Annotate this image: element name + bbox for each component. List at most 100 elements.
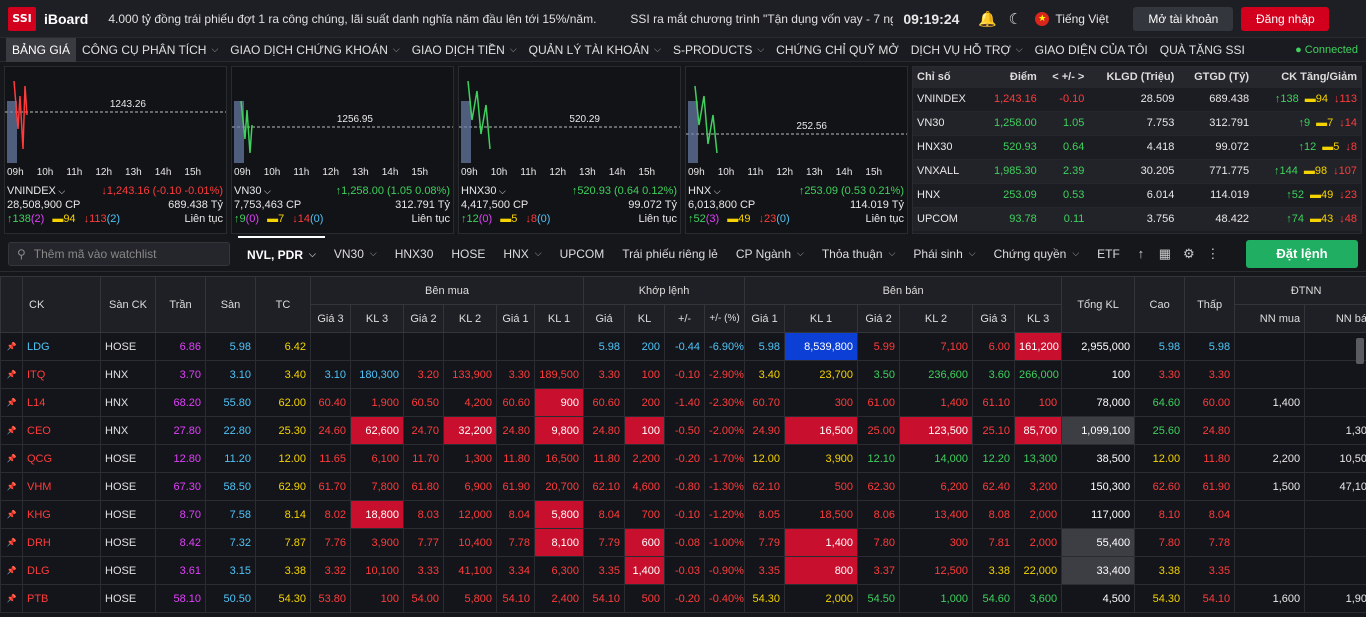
menu-quan-ly-tai-khoan[interactable]: QUẢN LÝ TÀI KHOẢN ⌵	[523, 38, 667, 62]
col-sv3[interactable]: KL 3	[1014, 304, 1063, 333]
news-item[interactable]: SSI ra mắt chương trình "Tận dụng vốn va…	[630, 11, 894, 26]
open-account-button[interactable]: Mở tài khoản	[1133, 6, 1234, 31]
pin-icon[interactable]: 📌	[0, 500, 23, 529]
tab-hose[interactable]: HOSE	[442, 236, 494, 272]
gear-icon[interactable]: ⚙	[1183, 245, 1195, 261]
board-row[interactable]: 📌 VHM HOSE 67.30 58.50 62.90 61.70 7,800 61.80 6,…	[0, 472, 1366, 501]
news-item[interactable]: 4.000 tỷ đồng trái phiếu đợt 1 ra công c…	[108, 11, 597, 26]
index-row[interactable]: HNX30 520.93 0.64 4.418 99.072 ↑12 ▬5 ↓8	[913, 134, 1361, 159]
col-ref[interactable]: TC	[255, 276, 311, 333]
col-exchange[interactable]: Sàn CK	[100, 276, 156, 333]
moon-icon[interactable]: ☾	[1008, 10, 1023, 28]
news-ticker[interactable]: 4.000 tỷ đồng trái phiếu đợt 1 ra công c…	[108, 12, 893, 26]
cell-ck[interactable]: DRH	[22, 528, 101, 557]
col-sp1[interactable]: Giá 1	[744, 304, 786, 333]
cell-ck[interactable]: LDG	[22, 332, 101, 361]
menu-cong-cu-phan-tich[interactable]: CÔNG CỤ PHÂN TÍCH ⌵	[76, 38, 224, 62]
board-row[interactable]: 📌 LDG HOSE 6.86 5.98 6.42 5.98 200 -0.44 -6.90% 5.…	[0, 332, 1366, 361]
tab-tr-i-phi-u-ri-ng-l-[interactable]: Trái phiếu riêng lẻ	[613, 236, 727, 272]
excel-export-icon[interactable]: ▦	[1158, 245, 1171, 261]
cell-ck[interactable]: ITQ	[22, 360, 101, 389]
board-row[interactable]: 📌 DLG HOSE 3.61 3.15 3.38 3.32 10,100 3.33 41,100…	[0, 556, 1366, 585]
menu-dich-vu-ho-tro[interactable]: DỊCH VỤ HỖ TRỢ ⌵	[905, 38, 1029, 62]
place-order-button[interactable]: Đặt lệnh	[1246, 239, 1358, 268]
board-row[interactable]: 📌 PTB HOSE 58.10 50.50 54.30 53.80 100 54.00 5,80…	[0, 584, 1366, 613]
index-name-dropdown[interactable]: HNX ⌵	[688, 185, 721, 197]
col-nn-sell[interactable]: NN bán	[1304, 304, 1366, 333]
col-bp2[interactable]: Giá 2	[403, 304, 444, 333]
pin-icon[interactable]: 📌	[0, 584, 23, 613]
tab-upcom[interactable]: UPCOM	[551, 236, 614, 272]
col-bv1[interactable]: KL 1	[533, 304, 585, 333]
cell-ck[interactable]: CEO	[22, 416, 101, 445]
board-row[interactable]: 📌 QCG HOSE 12.80 11.20 12.00 11.65 6,100 11.70 1,…	[0, 444, 1366, 473]
tab-nvl-pdr[interactable]: NVL, PDR ⌵	[238, 235, 325, 272]
col-match-price[interactable]: Giá	[583, 304, 626, 333]
col-ck[interactable]: CK	[22, 276, 101, 333]
col-bv2[interactable]: KL 2	[443, 304, 497, 333]
mini-chart-vnindex[interactable]: 1243.26 09h 10h 11h 12h 13h 14h 15h VNINDEX ⌵ ↓1,…	[4, 66, 227, 234]
mini-chart-vn30[interactable]: 1256.95 09h 10h 11h 12h 13h 14h 15h VN30 ⌵ ↑1,258…	[231, 66, 454, 234]
col-match-pct[interactable]: +/- (%)	[704, 304, 746, 333]
col-bp3[interactable]: Giá 3	[310, 304, 351, 333]
menu-bang-gia[interactable]: BẢNG GIÁ	[6, 37, 77, 62]
pin-icon[interactable]: 📌	[0, 444, 23, 473]
tab-ch-ng-quy-n[interactable]: Chứng quyền ⌵	[985, 236, 1089, 272]
board-row[interactable]: 📌 ITQ HNX 3.70 3.10 3.40 3.10 180,300 3.20 133,90…	[0, 360, 1366, 389]
ssi-logo[interactable]: SSI	[8, 6, 36, 31]
col-bv3[interactable]: KL 3	[350, 304, 404, 333]
menu-giao-dich-chung-khoan[interactable]: GIAO DỊCH CHỨNG KHOÁN ⌵	[224, 38, 405, 62]
tab-th-a-thu-n[interactable]: Thỏa thuận ⌵	[813, 236, 905, 272]
board-row[interactable]: 📌 L14 HNX 68.20 55.80 62.00 60.40 1,900 60.50 4,2…	[0, 388, 1366, 417]
index-name-dropdown[interactable]: VNINDEX ⌵	[7, 185, 65, 197]
col-low[interactable]: Thấp	[1184, 276, 1236, 333]
menu-qua-tang-ssi[interactable]: QUÀ TẶNG SSI	[1154, 38, 1251, 62]
tab-hnx30[interactable]: HNX30	[386, 236, 443, 272]
menu-giao-dich-tien[interactable]: GIAO DỊCH TIỀN ⌵	[406, 38, 523, 62]
col-sp3[interactable]: Giá 3	[972, 304, 1016, 333]
mini-chart-hnx[interactable]: 252.56 09h 10h 11h 12h 13h 14h 15h HNX ⌵ ↑253.09 …	[685, 66, 908, 234]
tab-cp-ng-nh[interactable]: CP Ngành ⌵	[727, 236, 813, 272]
cell-ck[interactable]: PTB	[22, 584, 101, 613]
index-row[interactable]: HNX 253.09 0.53 6.014 114.019 ↑52 ▬49 ↓23	[913, 182, 1361, 207]
index-row[interactable]: VNXALL 1,985.30 2.39 30.205 771.775 ↑144 ▬98 ↓1…	[913, 158, 1361, 183]
col-total[interactable]: Tổng KL	[1061, 276, 1136, 333]
pin-icon[interactable]: 📌	[0, 528, 23, 557]
tab-ph-i-sinh[interactable]: Phái sinh ⌵	[904, 236, 984, 272]
index-row[interactable]: VNINDEX 1,243.16 -0.10 28.509 689.438 ↑138 ▬94…	[913, 86, 1361, 111]
col-floor[interactable]: Sàn	[205, 276, 256, 333]
board-row[interactable]: 📌 CEO HNX 27.80 22.80 25.30 24.60 62,600 24.70 32…	[0, 416, 1366, 445]
bell-icon[interactable]: 🔔	[978, 10, 997, 28]
mini-chart-hnx30[interactable]: 520.29 09h 10h 11h 12h 13h 14h 15h HNX30 ⌵ ↑520.9…	[458, 66, 681, 234]
col-bp1[interactable]: Giá 1	[496, 304, 535, 333]
pin-icon[interactable]: 📌	[0, 416, 23, 445]
index-name-dropdown[interactable]: VN30 ⌵	[234, 185, 271, 197]
menu-s-products[interactable]: S-PRODUCTS ⌵	[667, 38, 770, 62]
col-sv2[interactable]: KL 2	[899, 304, 974, 333]
pin-icon[interactable]: 📌	[0, 556, 23, 585]
pin-icon[interactable]: 📌	[0, 472, 23, 501]
pin-icon[interactable]: 📌	[0, 360, 23, 389]
language-selector[interactable]: ★ Tiếng Việt	[1035, 11, 1125, 26]
board-row[interactable]: 📌 DRH HOSE 8.42 7.32 7.87 7.76 3,900 7.77 10,400 7…	[0, 528, 1366, 557]
board-row[interactable]: 📌 KHG HOSE 8.70 7.58 8.14 8.02 18,800 8.03 12,000…	[0, 500, 1366, 529]
cell-ck[interactable]: VHM	[22, 472, 101, 501]
cell-ck[interactable]: L14	[22, 388, 101, 417]
col-sv1[interactable]: KL 1	[784, 304, 859, 333]
arrow-up-icon[interactable]: ↑	[1137, 246, 1145, 261]
cell-ck[interactable]: KHG	[22, 500, 101, 529]
col-match-chg[interactable]: +/-	[664, 304, 706, 333]
menu-giao-dien-cua-toi[interactable]: GIAO DIỆN CỦA TÔI	[1029, 38, 1154, 62]
col-sp2[interactable]: Giá 2	[857, 304, 901, 333]
cell-ck[interactable]: DLG	[22, 556, 101, 585]
index-name-dropdown[interactable]: HNX30 ⌵	[461, 185, 506, 197]
menu-chung-chi-quy-mo[interactable]: CHỨNG CHỈ QUỸ MỞ	[770, 38, 905, 62]
pin-icon[interactable]: 📌	[0, 388, 23, 417]
pin-icon[interactable]: 📌	[0, 332, 23, 361]
index-row[interactable]: UPCOM 93.78 0.11 3.756 48.422 ↑74 ▬43 ↓48	[913, 206, 1361, 231]
cell-ck[interactable]: QCG	[22, 444, 101, 473]
tab-etf[interactable]: ETF	[1088, 236, 1129, 272]
col-match-vol[interactable]: KL	[624, 304, 666, 333]
more-vertical-icon[interactable]: ⋮	[1206, 245, 1220, 261]
login-button[interactable]: Đăng nhập	[1241, 6, 1330, 31]
